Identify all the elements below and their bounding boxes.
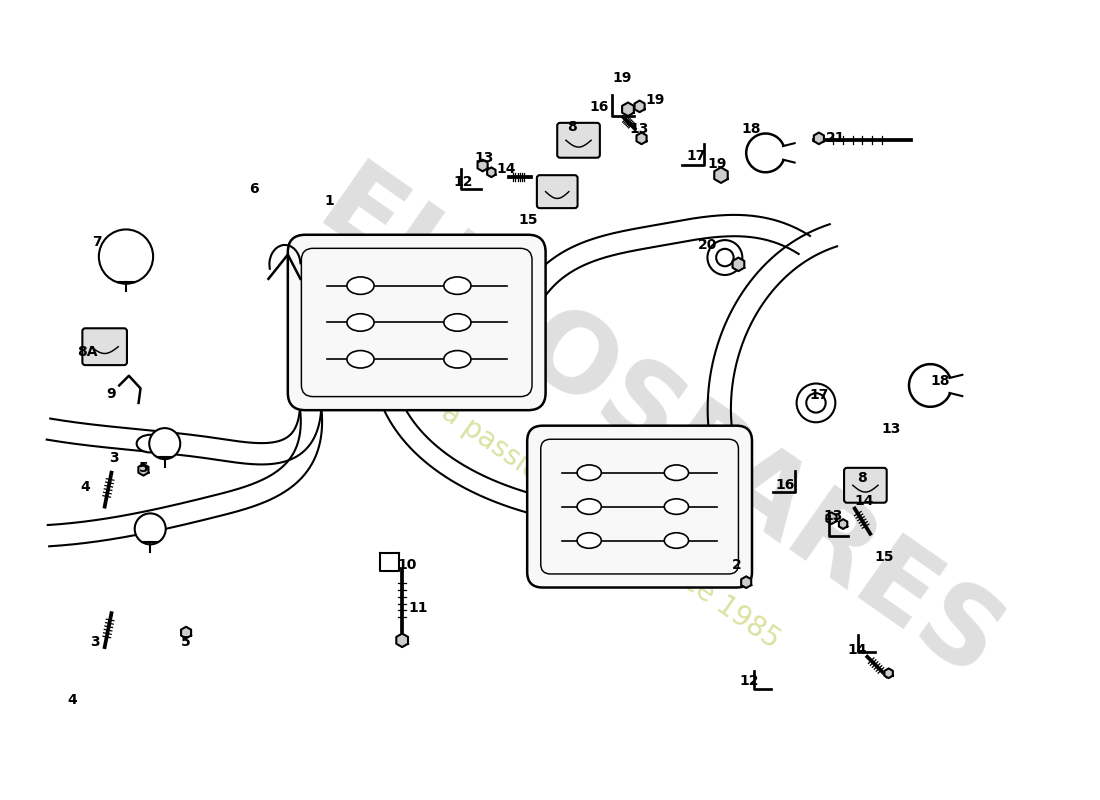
Polygon shape — [623, 102, 634, 116]
Ellipse shape — [346, 314, 374, 331]
Ellipse shape — [578, 533, 602, 548]
Circle shape — [716, 249, 734, 266]
Polygon shape — [714, 167, 728, 183]
Text: 10: 10 — [397, 558, 417, 572]
Text: 17: 17 — [810, 388, 828, 402]
Circle shape — [150, 428, 180, 459]
FancyBboxPatch shape — [82, 328, 126, 365]
Polygon shape — [487, 167, 495, 177]
Ellipse shape — [443, 314, 471, 331]
Text: 13: 13 — [824, 510, 843, 523]
Text: 21: 21 — [826, 131, 845, 146]
Polygon shape — [182, 626, 191, 638]
Ellipse shape — [136, 434, 164, 453]
Text: 12: 12 — [453, 175, 473, 189]
Circle shape — [806, 394, 826, 413]
Ellipse shape — [346, 350, 374, 368]
Text: 3: 3 — [110, 451, 119, 465]
Text: 5: 5 — [182, 635, 191, 650]
Text: 16: 16 — [776, 478, 794, 492]
Text: 5: 5 — [139, 461, 148, 475]
Text: EUROSPARES: EUROSPARES — [299, 154, 1019, 703]
Text: 6: 6 — [249, 182, 258, 196]
Text: 11: 11 — [409, 602, 428, 615]
Ellipse shape — [664, 499, 689, 514]
Text: 14: 14 — [496, 162, 516, 176]
Text: 4: 4 — [68, 694, 78, 707]
Text: 13: 13 — [882, 422, 901, 436]
Text: 19: 19 — [613, 71, 631, 86]
Circle shape — [707, 240, 743, 275]
Text: 14: 14 — [848, 643, 868, 657]
Text: 8: 8 — [858, 470, 868, 485]
Circle shape — [796, 383, 835, 422]
Polygon shape — [637, 133, 647, 144]
Polygon shape — [839, 519, 847, 529]
Text: 15: 15 — [874, 550, 893, 564]
Text: 9: 9 — [107, 387, 117, 401]
Ellipse shape — [664, 465, 689, 481]
Ellipse shape — [443, 277, 471, 294]
Text: 15: 15 — [518, 213, 538, 226]
Text: 4: 4 — [80, 480, 90, 494]
Polygon shape — [635, 101, 645, 112]
Ellipse shape — [136, 520, 164, 538]
Polygon shape — [826, 513, 836, 524]
Circle shape — [99, 230, 153, 284]
Polygon shape — [733, 258, 745, 271]
Ellipse shape — [346, 277, 374, 294]
Polygon shape — [884, 669, 893, 678]
FancyBboxPatch shape — [537, 175, 578, 208]
Ellipse shape — [578, 465, 602, 481]
Polygon shape — [139, 464, 148, 475]
FancyBboxPatch shape — [558, 123, 600, 158]
Polygon shape — [741, 576, 751, 588]
Text: 19: 19 — [707, 157, 727, 170]
Polygon shape — [396, 634, 408, 647]
Text: 8A: 8A — [77, 345, 98, 358]
Ellipse shape — [578, 499, 602, 514]
Text: 16: 16 — [590, 100, 608, 114]
Polygon shape — [814, 133, 824, 144]
Polygon shape — [477, 160, 487, 171]
Circle shape — [134, 514, 166, 544]
Text: 18: 18 — [741, 122, 761, 136]
Text: 2: 2 — [732, 558, 741, 572]
Text: 12: 12 — [739, 674, 759, 688]
Text: 13: 13 — [630, 122, 649, 136]
Text: 14: 14 — [855, 494, 875, 508]
Text: 7: 7 — [92, 235, 101, 249]
Text: 13: 13 — [475, 150, 494, 165]
FancyBboxPatch shape — [288, 234, 546, 410]
Text: 18: 18 — [931, 374, 949, 388]
Ellipse shape — [664, 533, 689, 548]
FancyBboxPatch shape — [844, 468, 887, 502]
Text: 17: 17 — [686, 149, 705, 162]
Text: 20: 20 — [697, 238, 717, 252]
Text: 19: 19 — [646, 93, 664, 106]
Ellipse shape — [443, 350, 471, 368]
Text: 1: 1 — [324, 194, 334, 208]
Text: a passion for cars since 1985: a passion for cars since 1985 — [436, 398, 785, 654]
FancyBboxPatch shape — [527, 426, 752, 587]
Text: 3: 3 — [90, 635, 100, 650]
Text: 8: 8 — [566, 120, 576, 134]
